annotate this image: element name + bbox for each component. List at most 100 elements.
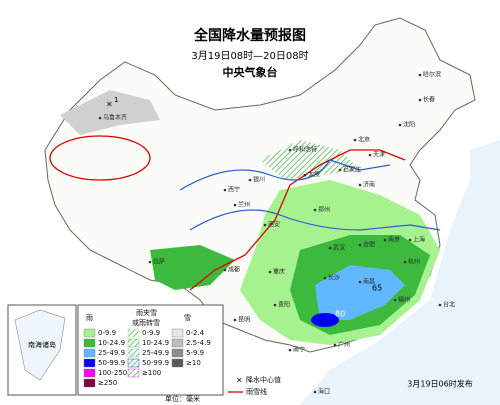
- city-dot: [233, 318, 237, 322]
- city-label: 呼和浩特: [293, 146, 317, 154]
- city-label: 郑州: [318, 206, 330, 214]
- city-dot: [268, 270, 272, 274]
- city-label: 福州: [398, 296, 410, 304]
- city-label: 太原: [308, 171, 320, 179]
- legend-swatch: [127, 328, 140, 338]
- period: 3月19日08时—20日08时: [191, 50, 308, 62]
- city-label: 成都: [228, 266, 240, 274]
- unit: 单位：毫米: [165, 394, 200, 403]
- legend-label: 10-24.9: [98, 339, 125, 347]
- legend-label: ≥250: [98, 379, 117, 387]
- city-dot: [223, 188, 227, 192]
- legend-heading: 雨: [86, 314, 93, 322]
- legend-label: 100-250: [98, 369, 127, 377]
- city-label: 沈阳: [403, 121, 415, 129]
- city-label: 海口: [318, 388, 330, 396]
- legend-label: ≥100: [142, 369, 161, 377]
- center-value: 1: [114, 96, 118, 104]
- snow-area: [60, 90, 160, 135]
- city-label: 台北: [443, 301, 455, 309]
- city-label: 长沙: [328, 274, 340, 282]
- legend-swatch: [171, 328, 184, 338]
- rain-snow-line: [49, 135, 151, 181]
- rain-area: [311, 313, 339, 327]
- city-label: 上海: [413, 236, 425, 244]
- rain-area: [315, 265, 405, 320]
- legend-swatch: [171, 348, 184, 358]
- legend-swatch: [83, 328, 96, 338]
- legend-label: 50-99.9: [98, 359, 125, 367]
- line-legend: 雨雪线: [246, 387, 267, 396]
- center-marker: ×: [106, 100, 113, 109]
- legend-label: 25-49.9: [98, 349, 125, 357]
- city-label: 南昌: [363, 278, 375, 286]
- legend-label: 2.5-4.9: [186, 339, 211, 347]
- city-dot: [418, 73, 422, 77]
- legend-label: 25-49.9: [142, 349, 169, 357]
- legend-swatch: [127, 368, 140, 378]
- legend-swatch: [83, 358, 96, 368]
- city-label: 广州: [338, 341, 350, 349]
- city-dot: [233, 203, 237, 207]
- city-dot: [288, 348, 292, 352]
- sea: [300, 140, 500, 405]
- city-label: 昆明: [238, 317, 250, 324]
- city-dot: [333, 343, 337, 347]
- legend-heading: 雪: [184, 314, 191, 322]
- city-dot: [223, 268, 227, 272]
- city-dot: [383, 238, 387, 242]
- city-dot: [323, 276, 327, 280]
- city-dot: [418, 98, 422, 102]
- city-dot: [328, 246, 332, 250]
- legend-swatch: [83, 378, 96, 388]
- legend-swatch: [83, 338, 96, 348]
- legend-frame: [77, 304, 224, 396]
- city-dot: [358, 183, 362, 187]
- city-label: 哈尔滨: [423, 71, 441, 79]
- rain-area: [150, 245, 235, 290]
- city-label: 重庆: [273, 268, 285, 276]
- city-label: 南宁: [293, 346, 305, 354]
- city-label: 兰州: [238, 201, 250, 209]
- city-label: 贵阳: [278, 301, 290, 309]
- city-dot: [313, 390, 317, 394]
- legend-label: 5-9.9: [186, 349, 204, 357]
- city-dot: [98, 116, 102, 120]
- city-dot: [358, 280, 362, 284]
- city-dot: [368, 153, 372, 157]
- city-label: 天津: [373, 152, 385, 159]
- city-label: 西宁: [228, 186, 240, 194]
- city-dot: [248, 178, 252, 182]
- city-dot: [438, 303, 442, 307]
- city-label: 济南: [363, 181, 375, 189]
- city-label: 武汉: [333, 244, 345, 252]
- city-label: 合肥: [363, 241, 375, 249]
- center-value: 80: [335, 310, 345, 319]
- city-dot: [353, 138, 357, 142]
- city-dot: [398, 123, 402, 127]
- legend-swatch: [127, 338, 140, 348]
- city-dot: [358, 243, 362, 247]
- city-label: 杭州: [408, 258, 420, 266]
- city-label: 北京: [358, 136, 370, 144]
- city-dot: [408, 238, 412, 242]
- legend-label: ≥10: [186, 359, 201, 367]
- river: [179, 159, 391, 191]
- city-dot: [313, 208, 317, 212]
- inset-sea: [14, 309, 66, 381]
- city-dot: [288, 148, 292, 152]
- city-label: 长春: [423, 96, 435, 104]
- legend-swatch: [171, 338, 184, 348]
- legend-swatch: [171, 358, 184, 368]
- city-dot: [273, 303, 277, 307]
- city-dot: [148, 260, 152, 264]
- center-legend: 降水中心值: [246, 375, 281, 384]
- city-label: 银川: [253, 176, 265, 184]
- city-dot: [393, 298, 397, 302]
- title: 全国降水量预报图: [193, 27, 306, 44]
- legend-swatch: [83, 368, 96, 378]
- city-dot: [403, 260, 407, 264]
- river: [189, 209, 441, 231]
- center-symbol: ×: [236, 376, 243, 385]
